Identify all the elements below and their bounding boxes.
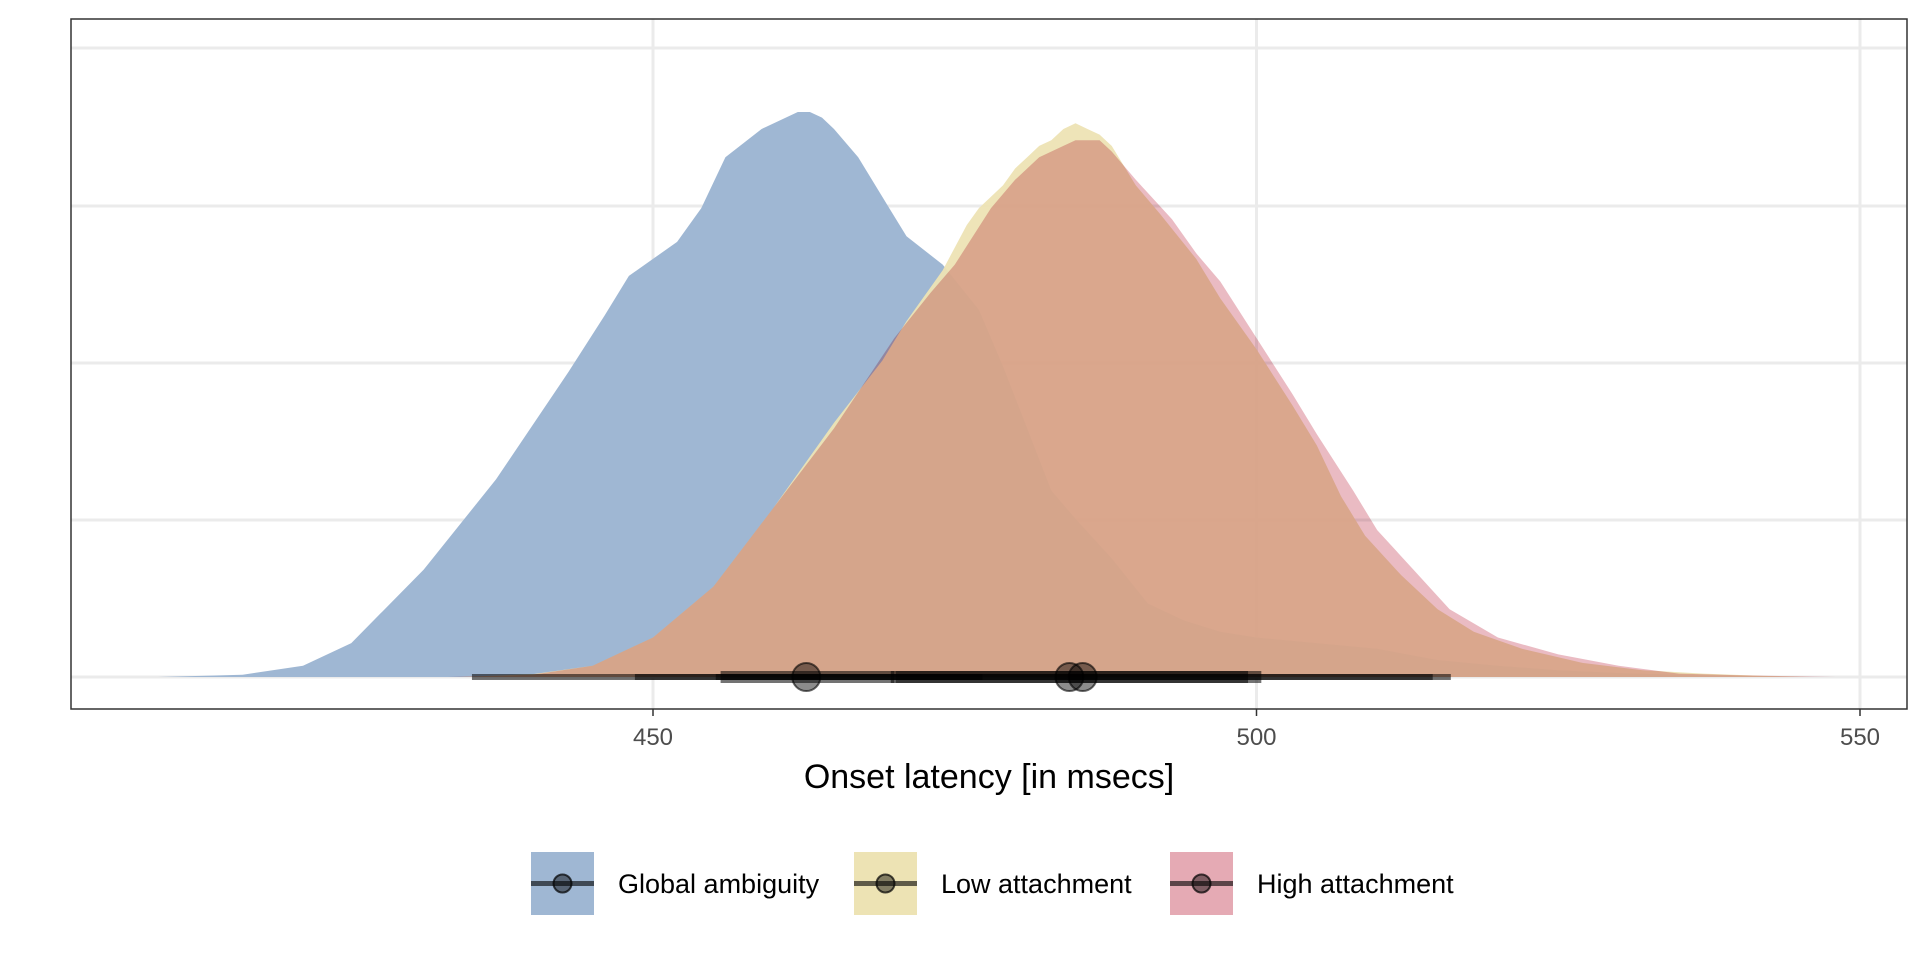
interval-bars bbox=[471, 662, 1451, 692]
panel-border bbox=[70, 18, 1908, 710]
legend: Global ambiguity Low attachment High attac… bbox=[531, 852, 1454, 915]
x-axis-title: Onset latency [in msecs] bbox=[804, 758, 1174, 796]
legend-item-low-attachment: Low attachment bbox=[854, 852, 1132, 915]
x-tick-label: 500 bbox=[1236, 724, 1276, 751]
density-areas bbox=[158, 112, 1836, 678]
x-axis-ticks: 450 500 550 bbox=[633, 709, 1880, 751]
legend-item-global-ambiguity: Global ambiguity bbox=[531, 852, 820, 915]
legend-key-point bbox=[1191, 873, 1212, 894]
legend-key-point bbox=[552, 873, 573, 894]
legend-label-global-ambiguity: Global ambiguity bbox=[618, 869, 820, 899]
x-tick-label: 550 bbox=[1840, 724, 1880, 751]
density-area-high-attachment bbox=[447, 140, 1836, 678]
legend-key-point bbox=[875, 873, 896, 894]
legend-item-high-attachment: High attachment bbox=[1170, 852, 1454, 915]
x-tick-label: 450 bbox=[633, 724, 673, 751]
median-point-high-attachment bbox=[1067, 662, 1098, 692]
legend-label-low-attachment: Low attachment bbox=[941, 869, 1132, 899]
median-point-global-ambiguity bbox=[791, 662, 822, 692]
legend-label-high-attachment: High attachment bbox=[1257, 869, 1454, 899]
